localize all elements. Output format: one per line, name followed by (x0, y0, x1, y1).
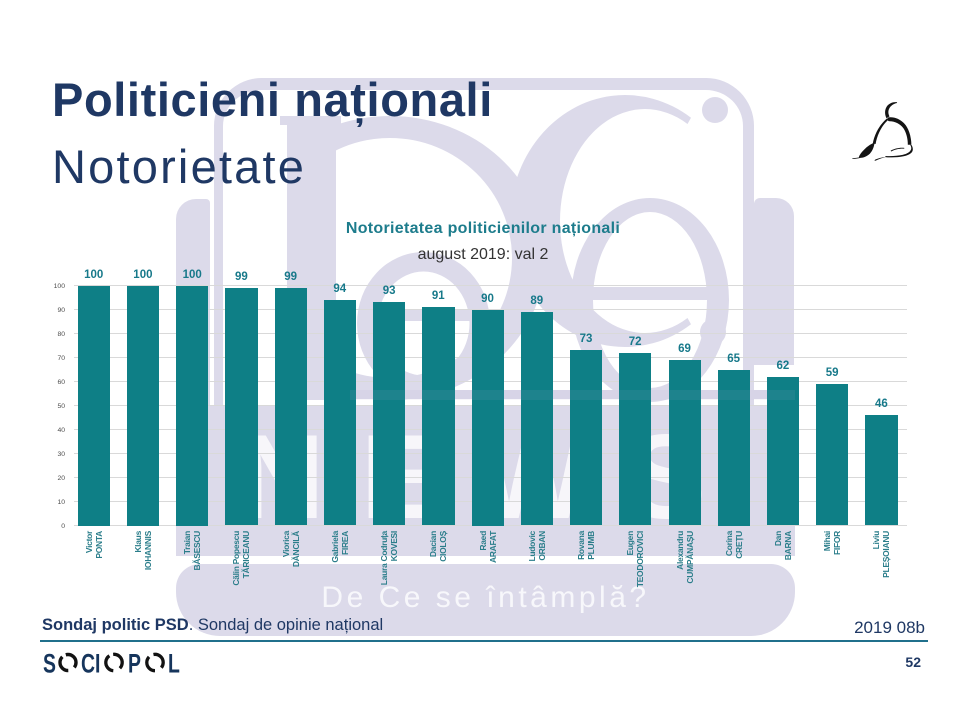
svg-text:S: S (43, 648, 56, 678)
svg-text:P: P (128, 648, 141, 678)
svg-text:CI: CI (81, 648, 100, 678)
svg-text:L: L (168, 648, 180, 678)
